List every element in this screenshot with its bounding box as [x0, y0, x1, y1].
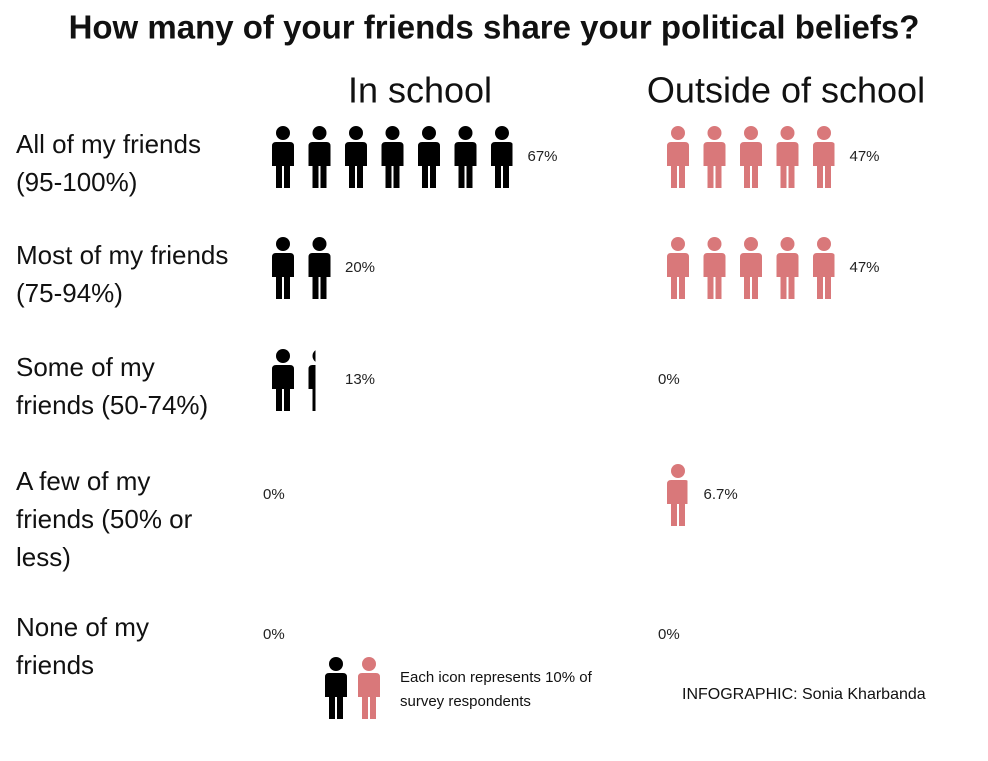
value-label: 0% [658, 371, 680, 388]
series-header: Outside of school [647, 70, 925, 111]
value-label: 20% [345, 259, 375, 276]
icon-bar [667, 126, 835, 188]
category-label: Most of my friends (75-94%) [16, 240, 229, 308]
icon-bar [272, 237, 331, 299]
value-label: 13% [345, 371, 375, 388]
icon-bar [667, 237, 835, 299]
icon-bar [272, 126, 513, 188]
person-icon [272, 126, 294, 188]
value-label: 0% [263, 486, 285, 503]
category-label: A few of my friends (50% or less) [16, 466, 193, 572]
legend-icons [325, 657, 380, 719]
value-label: 47% [850, 259, 880, 276]
chart-title: How many of your friends share your poli… [69, 9, 920, 46]
person-icon [813, 237, 835, 299]
person-icon [813, 126, 835, 188]
person-icon [272, 237, 294, 299]
note: Each icon represents 10% of survey respo… [400, 669, 592, 710]
legend-icon [325, 657, 347, 719]
person-icon [776, 126, 799, 188]
person-icon [740, 237, 762, 299]
icon-bar [667, 464, 688, 526]
value-label: 6.7% [704, 486, 738, 503]
person-icon [667, 464, 688, 526]
person-icon [345, 126, 367, 188]
person-icon [308, 237, 331, 299]
series-header: In school [348, 70, 492, 111]
value-label: 47% [850, 148, 880, 165]
person-icon [491, 126, 513, 188]
value-label: 67% [528, 148, 558, 165]
person-icon [308, 349, 316, 411]
person-icon [308, 126, 331, 188]
person-icon [381, 126, 404, 188]
person-icon [776, 237, 799, 299]
person-icon [703, 126, 726, 188]
value-label: 0% [263, 626, 285, 643]
person-icon [272, 349, 294, 411]
category-label: All of my friends (95-100%) [16, 129, 201, 197]
category-label: None of my friends [16, 612, 149, 680]
icon-bar [272, 349, 316, 411]
person-icon [454, 126, 477, 188]
category-label: Some of my friends (50-74%) [16, 352, 209, 420]
legend-icon [358, 657, 380, 719]
person-icon [418, 126, 440, 188]
person-icon [667, 237, 689, 299]
person-icon [667, 126, 689, 188]
credit: INFOGRAPHIC: Sonia Kharbanda [682, 686, 926, 703]
person-icon [740, 126, 762, 188]
person-icon [703, 237, 726, 299]
value-label: 0% [658, 626, 680, 643]
